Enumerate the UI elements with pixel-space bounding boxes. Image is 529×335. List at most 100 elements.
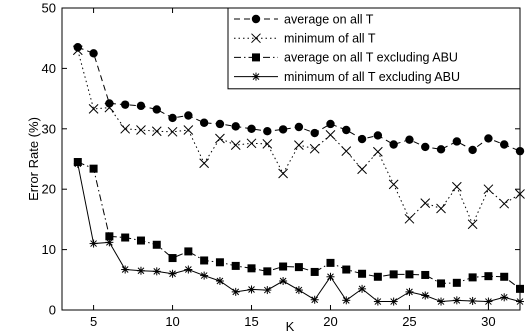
data-point-circle-marker	[326, 119, 335, 129]
data-point-asterisk-marker	[184, 265, 193, 274]
x-tick-label: 25	[402, 314, 416, 329]
data-point-circle-marker	[231, 122, 240, 131]
data-point-asterisk-marker	[200, 271, 209, 280]
data-point-square-marker	[152, 240, 161, 249]
data-point-x-marker	[120, 123, 131, 134]
y-axis-label: Error Rate (%)	[26, 117, 41, 201]
data-point-circle-marker	[136, 101, 146, 111]
data-point-circle-marker	[168, 113, 177, 123]
data-point-x-marker	[230, 140, 241, 150]
data-point-x-marker	[136, 125, 146, 135]
data-point-asterisk-marker	[215, 277, 224, 286]
data-point-x-marker	[373, 146, 383, 157]
data-point-asterisk-marker	[136, 266, 145, 275]
data-point-circle-marker	[247, 124, 256, 133]
data-point-circle-marker	[294, 122, 304, 132]
data-point-x-marker	[262, 139, 273, 149]
data-point-asterisk-marker	[326, 272, 335, 281]
data-point-asterisk-marker	[121, 265, 130, 274]
y-tick-label: 30	[42, 121, 56, 136]
legend-circle-marker	[251, 14, 261, 24]
data-point-circle-marker	[436, 145, 446, 154]
x-tick-label: 10	[165, 314, 179, 329]
x-tick-label: 15	[244, 314, 258, 329]
data-point-square-marker	[136, 236, 145, 245]
data-point-square-marker	[484, 272, 493, 281]
data-point-asterisk-marker	[73, 159, 82, 168]
data-point-asterisk-marker	[421, 291, 430, 300]
data-point-x-marker	[483, 184, 494, 195]
data-point-square-marker	[437, 279, 446, 288]
data-point-x-marker	[167, 126, 178, 137]
data-point-asterisk-marker	[500, 293, 509, 302]
data-point-x-marker	[499, 198, 510, 209]
data-point-asterisk-marker	[231, 287, 240, 296]
x-tick-label: 20	[323, 314, 337, 329]
data-point-asterisk-marker	[358, 284, 367, 293]
data-point-asterisk-marker	[310, 295, 319, 304]
data-point-x-marker	[325, 129, 336, 140]
data-point-x-marker	[72, 45, 83, 56]
legend-box	[227, 7, 521, 90]
y-tick-label: 20	[42, 182, 56, 197]
data-point-square-marker	[215, 258, 224, 267]
data-point-x-marker	[199, 158, 209, 169]
data-point-asterisk-marker	[247, 285, 256, 294]
data-point-square-marker	[342, 265, 351, 274]
data-point-x-marker	[88, 104, 99, 114]
y-tick-label: 10	[42, 242, 56, 257]
data-point-circle-marker	[184, 111, 193, 120]
data-point-circle-marker	[389, 140, 398, 149]
data-point-x-marker	[278, 168, 288, 179]
data-point-x-marker	[246, 138, 257, 149]
data-point-square-marker	[121, 233, 130, 242]
data-point-square-marker	[389, 270, 398, 279]
data-point-square-marker	[500, 272, 509, 281]
legend-entry-label: minimum of all T excluding ABU	[284, 70, 460, 84]
data-point-circle-marker	[468, 145, 477, 155]
data-point-circle-marker	[215, 119, 225, 129]
data-point-circle-marker	[310, 128, 319, 138]
data-point-circle-marker	[89, 49, 98, 58]
data-point-asterisk-marker	[405, 287, 414, 296]
data-point-circle-marker	[452, 137, 462, 146]
data-point-square-marker	[373, 272, 382, 281]
data-point-square-marker	[168, 254, 177, 263]
data-point-circle-marker	[120, 100, 130, 109]
data-point-circle-marker	[199, 118, 209, 127]
data-point-asterisk-marker	[468, 296, 477, 305]
data-point-circle-marker	[263, 127, 272, 136]
data-point-asterisk-marker	[389, 297, 398, 306]
x-tick-label: 30	[481, 314, 495, 329]
legend: average on all T minimum of all T average …	[227, 7, 521, 90]
data-point-x-marker	[309, 143, 320, 154]
data-point-circle-marker	[421, 142, 430, 152]
data-point-square-marker	[247, 264, 256, 273]
data-point-square-marker	[294, 263, 303, 272]
data-point-x-marker	[451, 181, 462, 192]
y-tick-label: 0	[49, 303, 56, 318]
data-point-x-marker	[467, 219, 478, 230]
data-point-circle-marker	[405, 135, 414, 144]
legend-entry-label: average on all T	[284, 12, 374, 26]
data-point-asterisk-marker	[342, 296, 351, 305]
data-point-circle-marker	[484, 134, 493, 143]
data-point-x-marker	[388, 179, 399, 190]
data-point-square-marker	[263, 267, 272, 276]
data-point-asterisk-marker	[152, 267, 161, 276]
legend-entry-label: average on all T excluding ABU	[284, 51, 458, 65]
data-point-asterisk-marker	[437, 297, 446, 306]
data-point-x-marker	[341, 146, 352, 157]
data-point-asterisk-marker	[452, 296, 461, 305]
data-point-circle-marker	[105, 99, 114, 108]
data-point-circle-marker	[73, 43, 82, 52]
data-point-circle-marker	[373, 131, 383, 140]
data-point-asterisk-marker	[484, 297, 493, 306]
data-point-x-marker	[104, 102, 115, 113]
data-point-square-marker	[105, 232, 114, 241]
data-point-square-marker	[200, 256, 209, 265]
plot-area	[72, 43, 525, 306]
data-point-x-marker	[151, 126, 162, 137]
data-point-x-marker	[183, 125, 194, 135]
